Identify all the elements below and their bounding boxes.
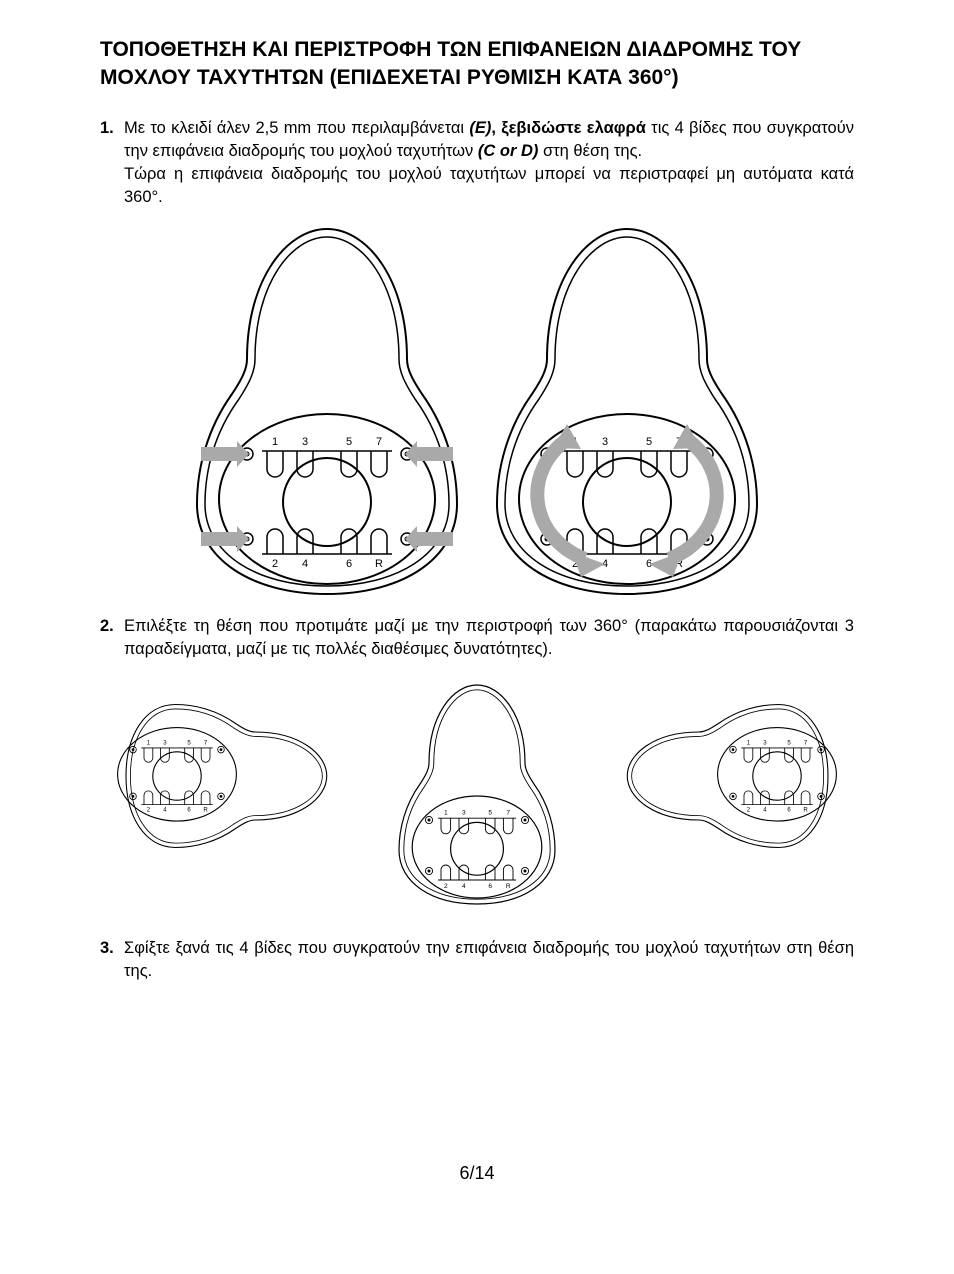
lbl: 7 (204, 741, 208, 747)
lbl: R (203, 808, 208, 814)
step-1: 1. Με το κλειδί άλεν 2,5 mm που περιλαμβ… (100, 117, 854, 209)
lbl: 2 (747, 808, 751, 814)
lbl: 3 (163, 741, 167, 747)
lbl: 1 (444, 810, 448, 817)
lbl: R (803, 808, 808, 814)
page-number: 6/14 (100, 1163, 854, 1184)
lbl: 2 (444, 883, 448, 890)
lbl: 1 (272, 436, 278, 448)
step-2: 2. Επιλέξτε τη θέση που προτιμάτε μαζί μ… (100, 615, 854, 661)
lbl: 2 (147, 808, 151, 814)
title-line-1: ΤΟΠΟΘΕΤΗΣΗ ΚΑΙ ΠΕΡΙΣΤΡΟΦΗ ΤΩΝ ΕΠΙΦΑΝΕΙΩΝ… (100, 38, 801, 61)
lbl: 7 (376, 436, 382, 448)
device-diagram-rotation: 1 3 5 7 2 4 6 R (487, 219, 767, 599)
device-small-left: 1 3 5 7 2 4 6 R (604, 671, 854, 881)
lbl: 3 (763, 741, 767, 747)
step-2-num: 2. (100, 615, 120, 661)
step-1-num: 1. (100, 117, 120, 209)
lbl: 7 (804, 741, 808, 747)
lbl: 6 (187, 808, 191, 814)
lbl: 6 (787, 808, 791, 814)
lbl: 7 (506, 810, 510, 817)
lbl: 3 (602, 436, 608, 448)
lbl: 5 (787, 741, 791, 747)
lbl: 6 (488, 883, 492, 890)
t: Τώρα η επιφάνεια διαδρομής του μοχλού τα… (124, 165, 854, 206)
lbl: 3 (302, 436, 308, 448)
lbl: 5 (488, 810, 492, 817)
lbl: 1 (147, 741, 151, 747)
figure-row-2: 1 3 5 7 2 4 6 R (100, 671, 854, 921)
lbl: R (375, 558, 383, 570)
ref-cd: (C or D) (478, 142, 539, 160)
page-title: ΤΟΠΟΘΕΤΗΣΗ ΚΑΙ ΠΕΡΙΣΤΡΟΦΗ ΤΩΝ ΕΠΙΦΑΝΕΙΩΝ… (100, 36, 854, 93)
step-1-body: Με το κλειδί άλεν 2,5 mm που περιλαμβάνε… (124, 117, 854, 209)
step-3: 3. Σφίξτε ξανά τις 4 βίδες που συγκρατού… (100, 937, 854, 983)
lbl: 4 (163, 808, 167, 814)
step-3-num: 3. (100, 937, 120, 983)
lbl: 2 (272, 558, 278, 570)
ref-e: (E) (469, 119, 491, 137)
lbl: 1 (747, 741, 751, 747)
device-small-up: 1 3 5 7 2 4 6 R (387, 671, 567, 921)
lbl: 3 (462, 810, 466, 817)
t: Με το κλειδί άλεν 2,5 mm που περιλαμβάνε… (124, 119, 469, 137)
lbl: 4 (462, 883, 466, 890)
figure-row-1: 1 3 5 7 2 4 6 R (100, 219, 854, 599)
t: στη θέση της. (538, 142, 642, 160)
lbl: 4 (763, 808, 767, 814)
lbl: 4 (302, 558, 308, 570)
step-3-body: Σφίξτε ξανά τις 4 βίδες που συγκρατούν τ… (124, 937, 854, 983)
lbl: 5 (346, 436, 352, 448)
lbl: 6 (346, 558, 352, 570)
title-line-2: ΜΟΧΛΟΥ ΤΑΧΥΤΗΤΩΝ (ΕΠΙΔΕΧΕΤΑΙ ΡΥΘΜΙΣΗ ΚΑΤ… (100, 66, 679, 89)
device-small-right: 1 3 5 7 2 4 6 R (100, 671, 350, 881)
gate (262, 451, 392, 554)
lbl: R (506, 883, 511, 890)
lbl: 5 (646, 436, 652, 448)
device-diagram-arrows: 1 3 5 7 2 4 6 R (187, 219, 467, 599)
step-2-body: Επιλέξτε τη θέση που προτιμάτε μαζί με τ… (124, 615, 854, 661)
t: , ξεβιδώστε ελαφρά (491, 119, 646, 137)
lbl: 5 (187, 741, 191, 747)
